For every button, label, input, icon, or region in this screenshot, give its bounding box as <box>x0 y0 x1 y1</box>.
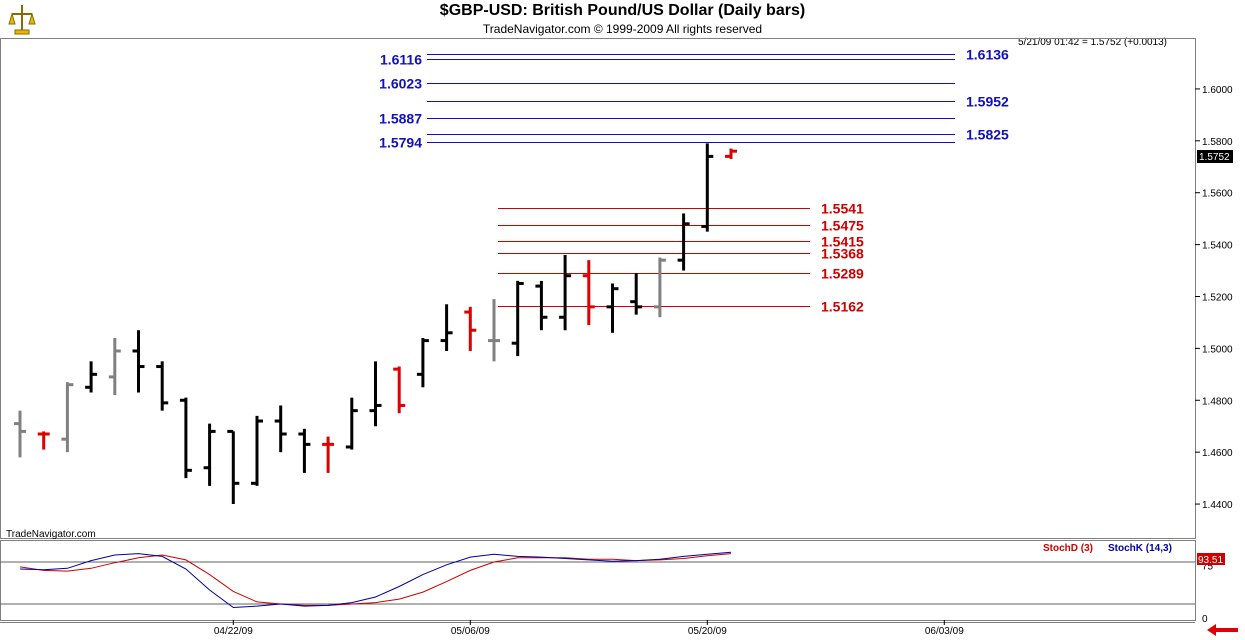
fibonacci-levels: 1.6136 1.6116 1.6023 1.5952 1.5887 1.5825 1.57… <box>379 47 1009 315</box>
trade-navigator-logo <box>7 3 37 35</box>
ohlc-bar <box>464 306 477 351</box>
ohlc-bar <box>345 397 358 450</box>
last-price-label: 1.5752 <box>1199 152 1230 163</box>
date-tick-label: 05/20/09 <box>688 626 727 637</box>
price-tick-label: 1.4400 <box>1202 500 1233 511</box>
ohlc-bar <box>227 429 240 505</box>
date-axis: 04/22/09 05/06/09 05/20/09 06/03/09 <box>214 620 964 637</box>
price-tick-label: 1.6000 <box>1202 85 1233 96</box>
stoch-last-marker: 93.51 <box>1197 553 1225 566</box>
fib-level-label: 1.5368 <box>821 246 864 262</box>
ohlc-bar <box>369 361 382 427</box>
ohlc-bar <box>440 304 453 351</box>
price-tick-label: 1.5400 <box>1202 241 1233 252</box>
chart-title: $GBP-USD: British Pound/US Dollar (Daily… <box>439 2 806 19</box>
ohlc-bar <box>156 361 169 411</box>
ohlc-bar <box>653 257 666 318</box>
watermark-label: TradeNavigator.com <box>6 529 96 540</box>
stochastic-panel <box>0 551 1195 609</box>
ohlc-bar <box>108 338 121 396</box>
stoch-axis: 75 0 <box>1202 562 1214 626</box>
fib-level-label: 1.5887 <box>379 111 422 127</box>
ohlc-bar <box>179 397 192 479</box>
date-tick-label: 06/03/09 <box>925 626 964 637</box>
ohlc-bar <box>251 415 263 486</box>
ohlc-bar <box>677 213 690 271</box>
price-tick-label: 1.5600 <box>1202 189 1233 200</box>
ohlc-bar <box>298 428 311 473</box>
ohlc-bar <box>203 423 216 486</box>
ohlc-bar <box>559 254 572 331</box>
fib-level-label: 1.5825 <box>966 127 1009 143</box>
fib-level-label: 1.5289 <box>821 266 864 282</box>
stoch-tick-label: 0 <box>1202 614 1208 625</box>
price-tick-label: 1.4600 <box>1202 448 1233 459</box>
date-tick-label: 05/06/09 <box>451 626 490 637</box>
price-bars <box>14 143 737 505</box>
chart-frame <box>0 38 1196 623</box>
ohlc-bar <box>582 260 595 326</box>
price-tick-label: 1.5800 <box>1202 137 1233 148</box>
price-tick-label: 1.4800 <box>1202 396 1233 407</box>
stochd-line <box>19 553 732 606</box>
ohlc-bar <box>725 148 737 159</box>
stoch-legend: StochD (3) StochK (14,3) <box>1043 543 1172 554</box>
fib-level-label: 1.6116 <box>380 52 422 68</box>
price-tick-label: 1.5000 <box>1202 344 1233 355</box>
ohlc-bar <box>511 280 524 357</box>
ohlc-bar <box>701 143 714 232</box>
fib-level-label: 1.5794 <box>379 135 422 151</box>
ohlc-bar <box>85 361 98 393</box>
price-axis: 1.4400 1.4600 1.4800 1.5000 1.5200 1.5400 1.56… <box>1195 85 1233 511</box>
ohlc-bar <box>630 273 643 315</box>
last-quote-readout: 5/21/09 01:42 = 1.5752 (+0.0013) <box>1018 37 1168 48</box>
ohlc-bar <box>416 338 429 388</box>
ohlc-bar <box>322 436 335 473</box>
stochk-legend: StochK (14,3) <box>1108 543 1172 554</box>
fib-level-label: 1.5415 <box>821 234 864 250</box>
ohlc-bar <box>488 299 500 362</box>
last-price-marker: 1.5752 <box>1197 150 1233 163</box>
ohlc-bar <box>37 431 50 450</box>
date-tick-label: 04/22/09 <box>214 626 253 637</box>
fib-level-label: 1.5541 <box>821 201 864 217</box>
stochd-legend: StochD (3) <box>1043 543 1093 554</box>
copyright-subtitle: TradeNavigator.com © 1999-2009 All right… <box>482 22 763 36</box>
chart-header: $GBP-USD: British Pound/US Dollar (Daily… <box>0 0 1245 38</box>
stochk-line <box>19 551 732 609</box>
fib-level-label: 1.5162 <box>821 299 864 315</box>
ohlc-bar <box>274 405 287 453</box>
ohlc-bar <box>61 382 74 453</box>
price-tick-label: 1.5200 <box>1202 292 1233 303</box>
fib-level-label: 1.6136 <box>966 47 1009 63</box>
scroll-arrow-icon[interactable] <box>1207 624 1238 636</box>
fib-level-label: 1.5475 <box>821 218 864 234</box>
fib-level-label: 1.5952 <box>966 94 1009 110</box>
fib-level-label: 1.6023 <box>379 76 422 92</box>
ohlc-bar <box>535 280 548 331</box>
stoch-tick-label: 75 <box>1202 562 1214 573</box>
stoch-last-label: 93.51 <box>1198 555 1223 566</box>
ohlc-bar <box>14 410 26 458</box>
ohlc-bar <box>393 366 406 414</box>
ohlc-bar <box>132 330 145 393</box>
ohlc-bar <box>606 283 619 333</box>
